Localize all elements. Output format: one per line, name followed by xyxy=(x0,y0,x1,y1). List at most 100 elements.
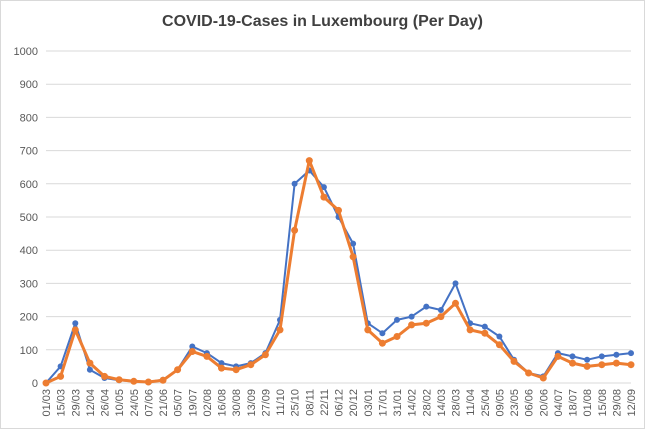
y-tick-label: 800 xyxy=(20,112,38,124)
x-tick-label: 17/01 xyxy=(377,389,389,417)
data-point-smoothed xyxy=(232,366,240,374)
data-point-smoothed xyxy=(422,319,430,327)
data-point-smoothed xyxy=(554,352,562,360)
x-tick-label: 19/07 xyxy=(187,389,199,417)
x-tick-label: 25/10 xyxy=(290,389,302,417)
data-point-daily xyxy=(320,184,327,191)
x-tick-label: 01/08 xyxy=(582,389,594,417)
x-tick-label: 10/05 xyxy=(114,389,126,417)
data-point-smoothed xyxy=(437,313,445,321)
data-point-smoothed xyxy=(349,253,357,261)
data-point-daily xyxy=(379,330,386,337)
data-point-smoothed xyxy=(378,339,386,347)
x-tick-label: 25/04 xyxy=(480,389,492,417)
y-tick-labels: 0 100 200 300 400 500 600 700 800 900 1000 xyxy=(14,46,38,390)
data-point-smoothed xyxy=(612,359,620,367)
data-point-smoothed xyxy=(481,329,489,337)
x-tick-label: 20/12 xyxy=(348,389,360,417)
x-tick-label: 27/09 xyxy=(260,389,272,417)
data-point-smoothed xyxy=(115,376,123,384)
data-point-smoothed xyxy=(42,379,50,387)
data-point-smoothed xyxy=(203,352,211,360)
data-point-smoothed xyxy=(218,364,225,372)
y-tick-label: 600 xyxy=(20,179,38,191)
data-point-smoothed xyxy=(71,326,79,334)
data-point-smoothed xyxy=(452,299,459,307)
x-tick-label: 04/07 xyxy=(553,389,565,417)
x-tick-label: 09/05 xyxy=(494,389,506,417)
data-point-daily xyxy=(613,351,620,358)
data-point-smoothed xyxy=(598,361,606,369)
x-tick-label: 20/06 xyxy=(538,389,550,417)
series-layer xyxy=(42,157,635,387)
y-tick-label: 100 xyxy=(20,345,38,357)
x-tick-label: 12/04 xyxy=(85,389,97,417)
data-point-smoothed xyxy=(583,362,591,370)
data-point-smoothed xyxy=(247,361,255,369)
data-point-smoothed xyxy=(261,351,269,359)
x-tick-label: 06/12 xyxy=(334,389,346,417)
grid-lines xyxy=(46,50,631,384)
data-point-smoothed xyxy=(320,193,328,201)
data-point-daily xyxy=(452,280,459,287)
x-tick-label: 29/03 xyxy=(70,389,82,417)
data-point-daily xyxy=(423,303,430,310)
data-point-smoothed xyxy=(86,359,94,367)
data-point-daily xyxy=(584,356,591,363)
y-tick-label: 700 xyxy=(20,146,38,158)
x-tick-label: 11/04 xyxy=(465,389,477,416)
series-line-daily xyxy=(45,169,632,384)
x-tick-label: 30/08 xyxy=(231,389,243,417)
data-point-smoothed xyxy=(305,157,313,165)
x-tick-label: 23/05 xyxy=(509,389,521,417)
x-tick-label: 14/03 xyxy=(436,389,448,417)
y-tick-label: 400 xyxy=(20,245,38,257)
x-tick-label: 07/06 xyxy=(143,389,155,417)
x-tick-label: 18/07 xyxy=(568,389,580,417)
x-tick-label: 11/10 xyxy=(275,389,287,416)
data-point-smoothed xyxy=(495,341,503,349)
x-tick-label: 06/06 xyxy=(524,389,536,417)
data-point-daily xyxy=(481,323,488,330)
data-point-daily xyxy=(598,353,605,360)
y-tick-label: 200 xyxy=(20,312,38,324)
x-tick-label: 05/07 xyxy=(173,389,185,417)
y-tick-label: 0 xyxy=(32,378,38,390)
x-tick-label: 13/09 xyxy=(246,389,258,417)
data-point-smoothed xyxy=(57,372,65,380)
x-tick-label: 31/01 xyxy=(392,389,404,417)
x-tick-label: 02/08 xyxy=(202,389,214,417)
data-point-daily xyxy=(189,343,196,350)
data-point-smoothed xyxy=(510,357,518,365)
x-tick-label: 21/06 xyxy=(158,389,170,417)
chart-title: COVID-19-Cases in Luxembourg (Per Day) xyxy=(162,13,483,30)
data-point-daily xyxy=(569,353,576,360)
data-point-smoothed xyxy=(539,374,547,382)
data-point-smoothed xyxy=(130,377,138,385)
x-tick-label: 08/11 xyxy=(304,389,316,416)
x-tick-label: 15/03 xyxy=(56,389,68,417)
data-point-smoothed xyxy=(159,376,167,384)
y-tick-label: 500 xyxy=(20,212,38,224)
data-point-smoothed xyxy=(144,378,152,386)
data-point-smoothed xyxy=(174,366,182,374)
data-point-daily xyxy=(350,240,357,247)
data-point-daily xyxy=(437,307,444,313)
data-point-daily xyxy=(86,366,93,373)
x-tick-labels: 01/03 15/03 29/03 12/04 26/04 10/05 24/05 07/06… xyxy=(41,389,638,417)
data-point-daily xyxy=(496,333,503,340)
data-point-smoothed xyxy=(335,206,342,214)
x-tick-label: 16/08 xyxy=(217,389,229,417)
x-tick-label: 29/08 xyxy=(611,389,623,417)
data-point-daily xyxy=(628,350,634,357)
x-tick-label: 24/05 xyxy=(129,389,141,417)
data-point-smoothed xyxy=(393,333,401,340)
data-point-smoothed xyxy=(627,361,635,369)
data-point-smoothed xyxy=(466,326,474,334)
x-tick-label: 26/04 xyxy=(100,389,112,417)
x-tick-label: 22/11 xyxy=(319,389,331,416)
x-tick-label: 28/02 xyxy=(421,389,433,417)
y-tick-label: 900 xyxy=(20,79,38,91)
